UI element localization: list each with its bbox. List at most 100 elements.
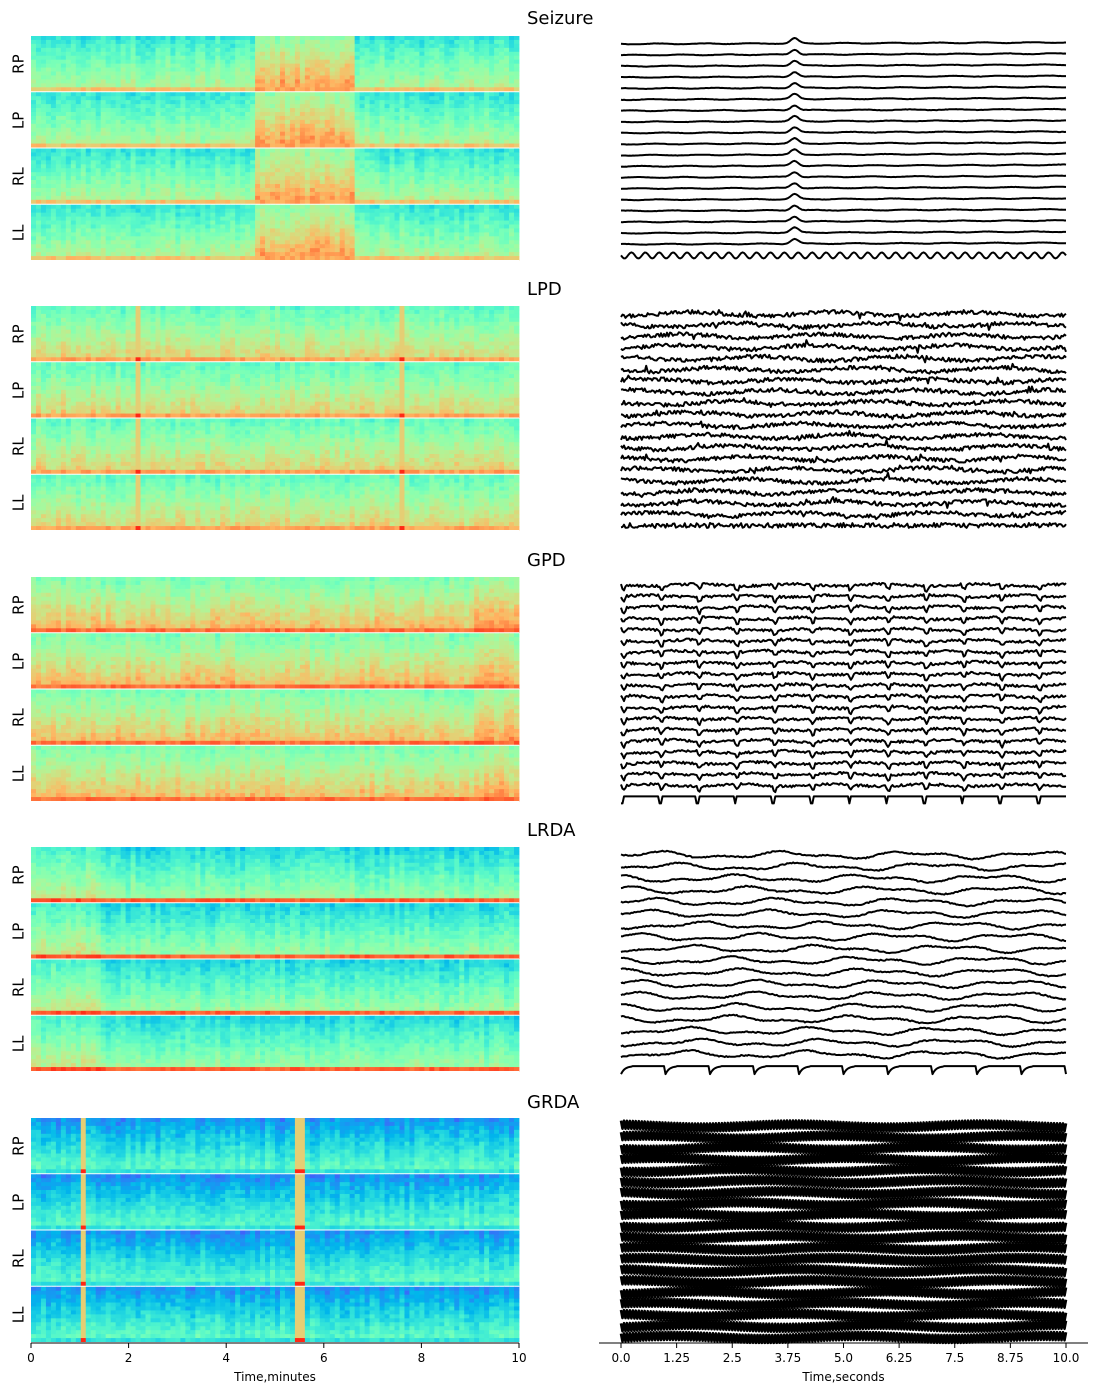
spectrogram-cell [220, 192, 225, 196]
spectrogram-cell [116, 79, 121, 83]
spectrogram-cell [141, 252, 146, 256]
spectrogram-cell [315, 96, 320, 100]
spectrogram-cell [335, 132, 340, 136]
spectrogram-cell [245, 96, 250, 100]
spectrogram-cell [335, 124, 340, 128]
spectrogram-cell [210, 79, 215, 83]
spectrogram-cell [185, 192, 190, 196]
spectrogram-cell [484, 156, 489, 160]
spectrogram-cell [454, 60, 459, 64]
spectrogram-cell [340, 116, 345, 120]
spectrogram-cell [220, 124, 225, 128]
spectrogram-cell [409, 44, 414, 48]
spectrogram-cell [385, 180, 390, 184]
spectrogram-cell [111, 36, 116, 40]
spectrogram-cell [215, 128, 220, 132]
spectrogram-cell [484, 188, 489, 192]
spectrogram-cell [385, 136, 390, 140]
spectrogram-cell [434, 36, 439, 40]
spectrogram-cell [220, 180, 225, 184]
spectrogram-cell [36, 44, 41, 48]
spectrogram-cell [260, 36, 265, 40]
spectrogram-cell [31, 200, 36, 204]
spectrogram-cell [71, 209, 76, 213]
spectrogram-cell [175, 75, 180, 79]
spectrogram-cell [479, 128, 484, 132]
spectrogram-cell [205, 132, 210, 136]
spectrogram-cell [469, 144, 474, 148]
spectrogram-cell [170, 64, 175, 68]
spectrogram-cell [370, 112, 375, 116]
spectrogram-cell [419, 96, 424, 100]
spectrogram-cell [240, 184, 245, 188]
spectrogram-cell [235, 83, 240, 87]
spectrogram-cell [395, 164, 400, 168]
spectrogram-cell [280, 40, 285, 44]
spectrogram-cell [91, 108, 96, 112]
spectrogram-cell [141, 96, 146, 100]
spectrogram-cell [180, 156, 185, 160]
spectrogram-cell [141, 100, 146, 104]
spectrogram-cell [439, 164, 444, 168]
spectrogram-cell [469, 52, 474, 56]
spectrogram-cell [101, 224, 106, 228]
spectrogram-cell [464, 60, 469, 64]
spectrogram-cell [175, 205, 180, 209]
spectrogram-cell [484, 87, 489, 91]
spectrogram-cell [424, 156, 429, 160]
spectrogram-cell [46, 213, 51, 217]
spectrogram-cell [51, 44, 56, 48]
spectrogram-cell [230, 132, 235, 136]
spectrogram-cell [200, 248, 205, 252]
spectrogram-cell [240, 120, 245, 124]
spectrogram-cell [479, 188, 484, 192]
spectrogram-cell [210, 224, 215, 228]
spectrogram-cell [464, 168, 469, 172]
spectrogram-cell [225, 172, 230, 176]
spectrogram-cell [414, 104, 419, 108]
spectrogram-cell [136, 205, 141, 209]
spectrogram-cell [270, 124, 275, 128]
spectrogram-cell [86, 244, 91, 248]
spectrogram-cell [265, 168, 270, 172]
spectrogram-cell [494, 172, 499, 176]
spectrogram-cell [474, 40, 479, 44]
spectrogram-cell [180, 112, 185, 116]
spectrogram-cell [146, 116, 151, 120]
spectrogram-cell [165, 200, 170, 204]
spectrogram-cell [444, 168, 449, 172]
spectrogram-cell [86, 240, 91, 244]
spectrogram-cell [265, 124, 270, 128]
spectrogram-cell [225, 160, 230, 164]
spectrogram-cell [66, 196, 71, 200]
spectrogram-cell [290, 149, 295, 153]
spectrogram-cell [414, 83, 419, 87]
spectrogram-cell [380, 112, 385, 116]
spectrogram-cell [424, 132, 429, 136]
spectrogram-cell [81, 217, 86, 221]
spectrogram-cell [41, 136, 46, 140]
spectrogram-cell [31, 44, 36, 48]
spectrogram-cell [215, 40, 220, 44]
spectrogram-cell [280, 164, 285, 168]
spectrogram-cell [399, 75, 404, 79]
spectrogram-cell [136, 128, 141, 132]
spectrogram-cell [489, 124, 494, 128]
spectrogram-cell [66, 96, 71, 100]
spectrogram-cell [325, 116, 330, 120]
spectrogram-cell [390, 56, 395, 60]
spectrogram-cell [165, 152, 170, 156]
spectrogram-cell [449, 149, 454, 153]
spectrogram-cell [355, 36, 360, 40]
spectrogram-cell [459, 128, 464, 132]
spectrogram-cell [489, 184, 494, 188]
spectrogram-cell [220, 79, 225, 83]
spectrogram-cell [215, 248, 220, 252]
spectrogram-cell [395, 200, 400, 204]
spectrogram-cell [111, 104, 116, 108]
spectrogram-cell [325, 96, 330, 100]
spectrogram-cell [404, 75, 409, 79]
spectrogram-cell [399, 48, 404, 52]
spectrogram-cell [275, 108, 280, 112]
spectrogram-cell [76, 252, 81, 256]
